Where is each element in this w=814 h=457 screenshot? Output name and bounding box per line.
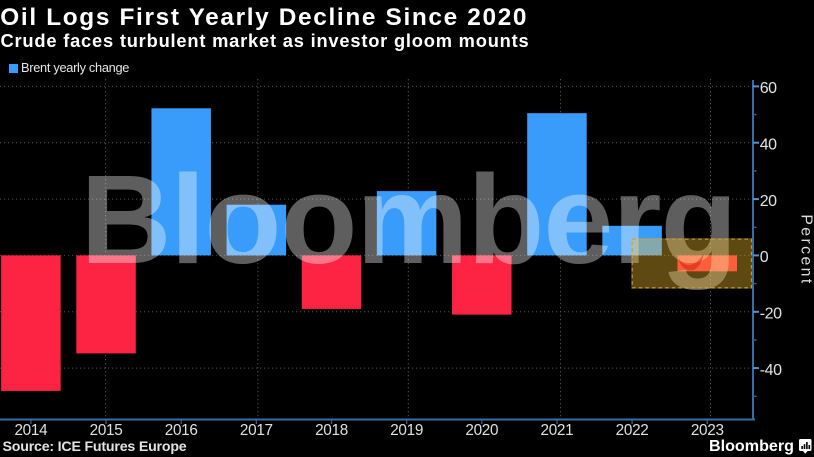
svg-text:2016: 2016 <box>165 422 198 439</box>
svg-text:2021: 2021 <box>541 422 574 439</box>
svg-text:2019: 2019 <box>390 422 423 439</box>
svg-text:2017: 2017 <box>240 422 273 439</box>
svg-text:2020: 2020 <box>465 422 498 439</box>
svg-text:2018: 2018 <box>315 422 348 439</box>
svg-text:2022: 2022 <box>616 422 649 439</box>
svg-text:60: 60 <box>760 80 777 97</box>
svg-text:2015: 2015 <box>90 422 123 439</box>
svg-text:2023: 2023 <box>691 422 724 439</box>
svg-text:-20: -20 <box>760 306 782 323</box>
svg-text:0: 0 <box>760 249 769 266</box>
svg-text:20: 20 <box>760 193 777 210</box>
svg-text:40: 40 <box>760 136 777 153</box>
svg-text:2014: 2014 <box>14 422 48 439</box>
svg-text:Percent: Percent <box>797 214 814 285</box>
svg-text:-40: -40 <box>760 362 782 379</box>
